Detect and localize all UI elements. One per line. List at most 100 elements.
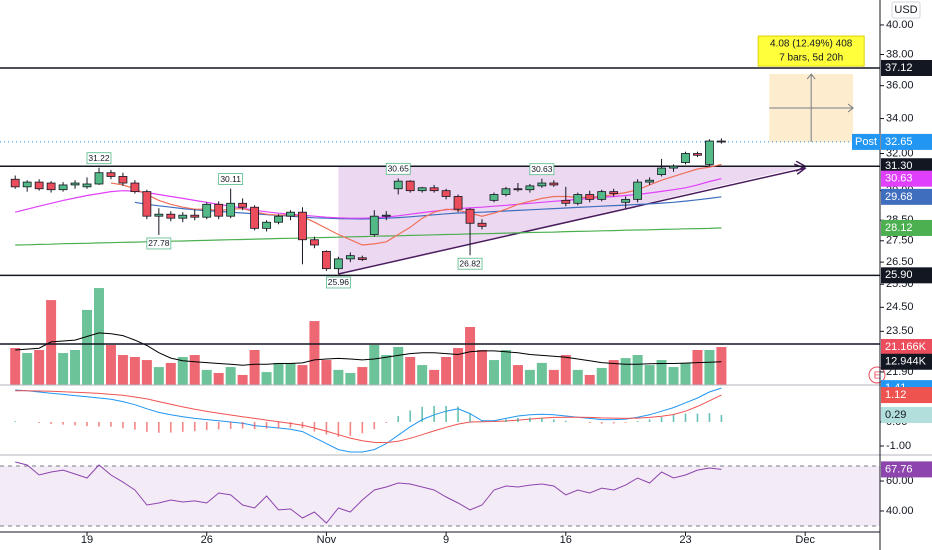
- candle-body: [573, 194, 583, 204]
- macd-histogram-bar: [337, 421, 340, 437]
- macd-histogram-bar: [110, 421, 112, 427]
- axis-badge-label: 67.76: [885, 463, 913, 475]
- rsi-band: [0, 466, 880, 526]
- macd-histogram-bar: [636, 421, 639, 422]
- candle-body: [274, 215, 283, 223]
- y-tick-label: 24.50: [886, 301, 914, 313]
- post-tag-label: Post: [855, 136, 877, 148]
- axis-badge-label: 29.68: [885, 191, 913, 203]
- macd-histogram-bar: [253, 421, 256, 430]
- axis-badge-label: 28.12: [885, 222, 913, 234]
- volume-bar: [58, 353, 69, 385]
- candle-body: [693, 153, 702, 156]
- signal-line: [15, 390, 722, 444]
- macd-histogram-bar: [541, 418, 543, 422]
- volume-bar: [129, 356, 140, 385]
- macd-histogram-bar: [397, 415, 400, 422]
- macd-histogram-bar: [158, 421, 160, 433]
- macd-histogram-bar: [648, 419, 651, 422]
- measure-info-text: 4.08 (12.49%) 408: [770, 39, 853, 50]
- candle-body: [609, 191, 619, 194]
- axis-badge-label: 25.90: [885, 269, 913, 281]
- candle-body: [405, 180, 415, 192]
- candle-body: [357, 257, 367, 260]
- x-tick-label: 19: [81, 534, 93, 546]
- candle-body: [130, 182, 140, 193]
- volume-bar: [441, 356, 452, 385]
- macd-histogram-bar: [98, 421, 100, 427]
- candle-body: [142, 191, 152, 217]
- volume-bar: [357, 367, 368, 385]
- volume-bar: [560, 355, 571, 385]
- macd-histogram-bar: [720, 415, 723, 422]
- candle-body: [333, 258, 343, 270]
- candle-body: [298, 211, 307, 241]
- macd-histogram-bar: [529, 417, 531, 422]
- extreme-label-box: [86, 152, 112, 165]
- axis-badge-label: 30.63: [885, 173, 913, 185]
- y-tick-label: 32.00: [886, 147, 914, 159]
- axis-badge-label: 0.29: [885, 409, 906, 421]
- measure-info-box: [757, 35, 865, 67]
- axis-badge: [881, 188, 932, 205]
- rsi-line: [15, 461, 722, 524]
- extreme-label-box: [529, 163, 555, 176]
- x-tick-label: 23: [679, 534, 691, 546]
- axis-badge: [881, 338, 932, 355]
- candle-body: [202, 203, 212, 218]
- volume-bar: [500, 349, 511, 385]
- macd-histogram-bar: [50, 421, 52, 424]
- axis-badge: [881, 170, 932, 187]
- axis-badge: [881, 158, 932, 175]
- extreme-label-box: [146, 237, 172, 250]
- volume-bar: [321, 360, 332, 385]
- candle-body: [369, 215, 379, 235]
- candle-body: [214, 203, 224, 217]
- candle-body: [465, 208, 475, 224]
- extreme-label: 30.63: [531, 164, 553, 174]
- volume-bar: [189, 355, 200, 385]
- volume-bar: [105, 344, 116, 385]
- y-tick-label: 36.00: [886, 80, 914, 92]
- candle-body: [537, 182, 547, 187]
- volume-bar: [261, 372, 272, 385]
- macd-histogram-bar: [193, 421, 196, 432]
- candle-body: [381, 214, 391, 217]
- measure-arrow: [806, 73, 816, 80]
- volume-bar: [453, 348, 464, 385]
- extreme-label-box: [385, 162, 411, 175]
- extreme-label-box: [457, 257, 483, 270]
- volume-bar: [369, 344, 380, 385]
- macd-histogram-bar: [170, 421, 172, 433]
- volume-bar: [249, 349, 260, 385]
- axis-badge: [881, 59, 932, 76]
- y-tick-label: 40.00: [886, 505, 914, 517]
- volume-bar: [608, 360, 619, 385]
- macd-histogram-bar: [612, 421, 615, 424]
- macd-histogram-bar: [373, 421, 376, 430]
- volume-bar: [309, 321, 320, 385]
- macd-histogram-bar: [349, 421, 352, 436]
- macd-histogram-bar: [457, 406, 459, 422]
- volume-bar: [82, 309, 93, 385]
- candle-body: [82, 183, 92, 188]
- volume-bar: [285, 362, 296, 385]
- extreme-label: 30.65: [388, 164, 410, 174]
- macd-histogram-bar: [505, 419, 507, 422]
- volume-bar: [225, 367, 236, 385]
- macd-histogram-bar: [433, 405, 435, 422]
- candle-body: [154, 213, 164, 217]
- axis-badge: [881, 133, 932, 150]
- candle-body: [226, 202, 236, 217]
- candle-body: [10, 178, 20, 188]
- macd-histogram-bar: [469, 413, 471, 422]
- candle-body: [166, 213, 176, 219]
- candle-body: [310, 239, 319, 246]
- volume-bar: [22, 353, 33, 385]
- extreme-label: 30.11: [220, 174, 241, 184]
- candle-body: [345, 255, 355, 260]
- axis-badge-label: 21.166K: [885, 341, 927, 353]
- candle-body: [34, 181, 44, 190]
- axis-badge: [881, 387, 932, 404]
- axis-badge-label: 1.12: [885, 389, 906, 401]
